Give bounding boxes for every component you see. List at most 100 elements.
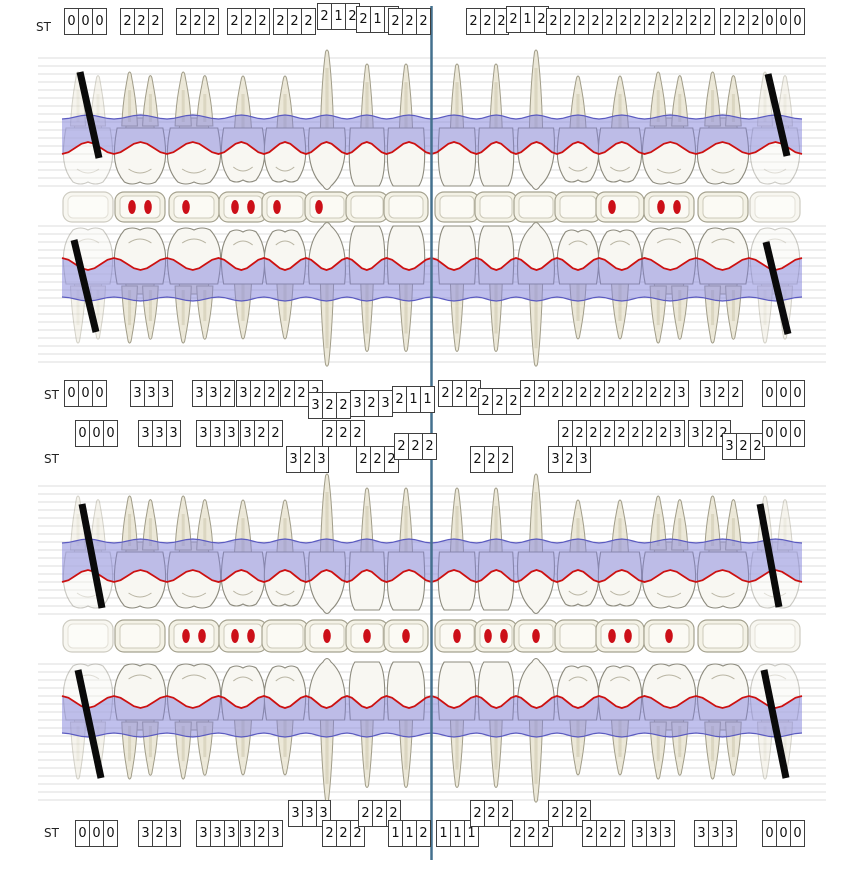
- probing-depth-cell[interactable]: 2: [273, 8, 288, 35]
- occlusal-site[interactable]: [434, 191, 480, 223]
- probing-depth-cell[interactable]: 0: [762, 8, 777, 35]
- probing-depth-cell[interactable]: 3: [302, 800, 317, 827]
- probing-depth-cell[interactable]: 3: [722, 820, 737, 847]
- probing-depth-cell[interactable]: 3: [206, 380, 221, 407]
- probing-depth-cell[interactable]: 3: [268, 820, 283, 847]
- probing-depth-cell[interactable]: 2: [586, 420, 601, 447]
- probing-depth-cell[interactable]: 0: [776, 8, 791, 35]
- probing-depth-cell[interactable]: 0: [776, 820, 791, 847]
- probing-depth-cell[interactable]: 2: [294, 380, 309, 407]
- probing-depth-cell[interactable]: 0: [78, 380, 93, 407]
- probing-depth-cell[interactable]: 2: [480, 8, 495, 35]
- probing-depth-cell[interactable]: 3: [670, 420, 685, 447]
- probing-depth-cell[interactable]: 3: [236, 380, 251, 407]
- probing-depth-cell[interactable]: 2: [498, 800, 513, 827]
- probing-depth-cell[interactable]: 3: [192, 380, 207, 407]
- probing-depth-cell[interactable]: 1: [388, 820, 403, 847]
- probing-depth-cell[interactable]: 2: [364, 390, 379, 417]
- probing-depth-cell[interactable]: 0: [75, 820, 90, 847]
- probing-depth-cell[interactable]: 1: [436, 820, 451, 847]
- probing-depth-cell[interactable]: 2: [422, 433, 437, 460]
- probing-depth-cell[interactable]: 1: [406, 386, 421, 413]
- probing-depth-cell[interactable]: 2: [466, 8, 481, 35]
- probing-depth-cell[interactable]: 2: [350, 420, 365, 447]
- probing-depth-cell[interactable]: 2: [120, 8, 135, 35]
- probing-depth-cell[interactable]: 3: [688, 420, 703, 447]
- probing-depth-cell[interactable]: 0: [78, 8, 93, 35]
- probing-depth-cell[interactable]: 2: [628, 420, 643, 447]
- probing-depth-cell[interactable]: 3: [314, 446, 329, 473]
- occlusal-site[interactable]: [168, 191, 220, 223]
- probing-depth-cell[interactable]: 2: [470, 800, 485, 827]
- probing-depth-cell[interactable]: 3: [632, 820, 647, 847]
- probing-depth-cell[interactable]: 3: [166, 420, 181, 447]
- probing-depth-cell[interactable]: 3: [144, 380, 159, 407]
- probing-depth-cell[interactable]: 2: [616, 8, 631, 35]
- probing-depth-cell[interactable]: 2: [728, 380, 743, 407]
- probing-depth-cell[interactable]: 1: [331, 3, 346, 30]
- probing-depth-cell[interactable]: 2: [562, 800, 577, 827]
- occlusal-site[interactable]: [595, 619, 645, 653]
- probing-depth-cell[interactable]: 3: [210, 820, 225, 847]
- probing-depth-cell[interactable]: 2: [630, 8, 645, 35]
- probing-depth-cell[interactable]: 2: [618, 380, 633, 407]
- probing-depth-cell[interactable]: 2: [300, 446, 315, 473]
- probing-depth-cell[interactable]: 2: [392, 386, 407, 413]
- probing-depth-cell[interactable]: 2: [152, 820, 167, 847]
- probing-depth-cell[interactable]: 2: [301, 8, 316, 35]
- probing-depth-cell[interactable]: 2: [702, 420, 717, 447]
- occlusal-site[interactable]: [643, 619, 695, 653]
- probing-depth-cell[interactable]: 2: [646, 380, 661, 407]
- probing-depth-cell[interactable]: 3: [224, 820, 239, 847]
- probing-depth-cell[interactable]: 3: [158, 380, 173, 407]
- probing-depth-cell[interactable]: 2: [558, 420, 573, 447]
- probing-depth-cell[interactable]: 2: [546, 8, 561, 35]
- probing-depth-cell[interactable]: 3: [196, 820, 211, 847]
- probing-depth-cell[interactable]: 2: [336, 420, 351, 447]
- occlusal-site[interactable]: [697, 191, 749, 223]
- probing-depth-cell[interactable]: 0: [64, 380, 79, 407]
- probing-depth-cell[interactable]: 3: [674, 380, 689, 407]
- occlusal-site[interactable]: [554, 191, 602, 223]
- probing-depth-cell[interactable]: 2: [336, 392, 351, 419]
- probing-depth-cell[interactable]: 2: [358, 800, 373, 827]
- probing-depth-cell[interactable]: 2: [714, 380, 729, 407]
- probing-depth-cell[interactable]: 3: [576, 446, 591, 473]
- probing-depth-cell[interactable]: 2: [394, 433, 409, 460]
- probing-depth-cell[interactable]: 0: [790, 420, 805, 447]
- probing-depth-cell[interactable]: 3: [224, 420, 239, 447]
- probing-depth-cell[interactable]: 0: [790, 8, 805, 35]
- probing-depth-cell[interactable]: 2: [736, 433, 751, 460]
- probing-depth-cell[interactable]: 2: [227, 8, 242, 35]
- probing-depth-cell[interactable]: 2: [204, 8, 219, 35]
- probing-depth-cell[interactable]: 0: [75, 420, 90, 447]
- probing-depth-cell[interactable]: 2: [254, 820, 269, 847]
- occlusal-site[interactable]: [513, 619, 559, 653]
- probing-depth-cell[interactable]: 3: [286, 446, 301, 473]
- probing-depth-cell[interactable]: 3: [694, 820, 709, 847]
- probing-depth-cell[interactable]: 2: [280, 380, 295, 407]
- probing-depth-cell[interactable]: 2: [220, 380, 235, 407]
- probing-depth-cell[interactable]: 3: [378, 390, 393, 417]
- probing-depth-cell[interactable]: 1: [450, 820, 465, 847]
- occlusal-site[interactable]: [218, 191, 268, 223]
- occlusal-site[interactable]: [304, 619, 350, 653]
- probing-depth-cell[interactable]: 2: [510, 820, 525, 847]
- occlusal-site[interactable]: [114, 619, 166, 653]
- probing-depth-cell[interactable]: 2: [720, 8, 735, 35]
- probing-depth-cell[interactable]: 2: [506, 6, 521, 33]
- probing-depth-cell[interactable]: 2: [356, 6, 371, 33]
- probing-depth-cell[interactable]: 2: [602, 8, 617, 35]
- probing-depth-cell[interactable]: 2: [264, 380, 279, 407]
- occlusal-site[interactable]: [261, 619, 309, 653]
- occlusal-site[interactable]: [643, 191, 695, 223]
- probing-depth-cell[interactable]: 2: [596, 820, 611, 847]
- probing-depth-cell[interactable]: 2: [572, 420, 587, 447]
- probing-depth-cell[interactable]: 2: [322, 392, 337, 419]
- probing-depth-cell[interactable]: 0: [790, 380, 805, 407]
- probing-depth-cell[interactable]: 3: [350, 390, 365, 417]
- probing-depth-cell[interactable]: 3: [138, 420, 153, 447]
- probing-depth-cell[interactable]: 2: [610, 820, 625, 847]
- probing-depth-cell[interactable]: 2: [484, 446, 499, 473]
- probing-depth-cell[interactable]: 2: [656, 420, 671, 447]
